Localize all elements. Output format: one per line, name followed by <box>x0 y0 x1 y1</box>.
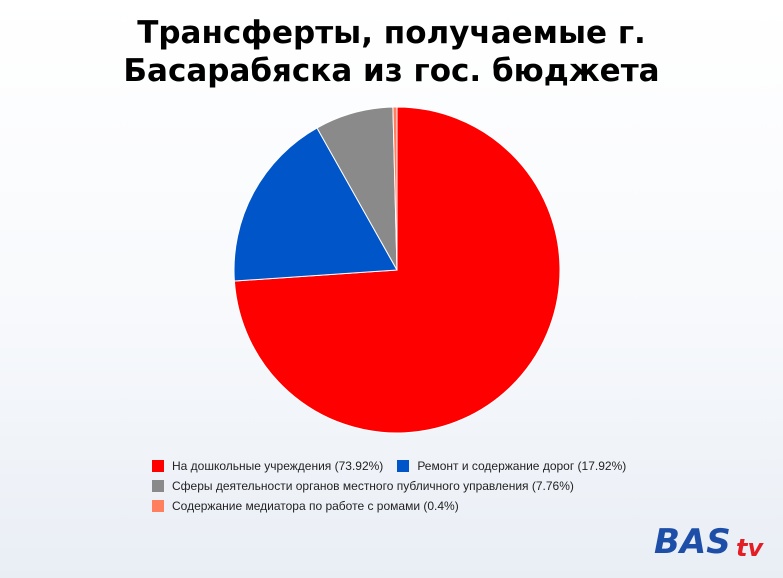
legend-item-local-admin: Сферы деятельности органов местного публ… <box>152 479 574 493</box>
legend-label-local-admin: Сферы деятельности органов местного публ… <box>172 479 574 493</box>
bastv-logo: BAS tv <box>654 522 764 560</box>
legend-swatch-local-admin <box>152 480 164 492</box>
legend-item-roads: Ремонт и содержание дорог (17.92%) <box>397 459 626 473</box>
legend-row: Сферы деятельности органов местного публ… <box>152 476 640 496</box>
legend-row: На дошкольные учреждения (73.92%) Ремонт… <box>152 456 640 476</box>
logo-text-suffix: tv <box>736 534 764 560</box>
legend-label-roma-mediator: Содержание медиатора по работе с ромами … <box>172 499 459 513</box>
pie-slice-roma-mediator <box>392 106 398 271</box>
legend-item-preschool: На дошкольные учреждения (73.92%) <box>152 459 383 473</box>
chart-title: Трансферты, получаемые г. Басарабяска из… <box>0 14 783 90</box>
chart-title-line-1: Трансферты, получаемые г. <box>137 15 646 51</box>
chart-legend: На дошкольные учреждения (73.92%) Ремонт… <box>152 456 640 516</box>
legend-row: Содержание медиатора по работе с ромами … <box>152 496 640 516</box>
legend-item-roma-mediator: Содержание медиатора по работе с ромами … <box>152 499 459 513</box>
pie-slice-roads <box>233 127 398 282</box>
legend-swatch-roma-mediator <box>152 500 164 512</box>
legend-swatch-roads <box>397 460 410 472</box>
chart-title-line-2: Басарабяска из гос. бюджета <box>123 53 660 89</box>
legend-label-roads: Ремонт и содержание дорог (17.92%) <box>417 459 627 473</box>
logo-text-main: BAS <box>654 522 731 560</box>
legend-swatch-preschool <box>152 460 164 472</box>
legend-label-preschool: На дошкольные учреждения (73.92%) <box>172 459 384 473</box>
